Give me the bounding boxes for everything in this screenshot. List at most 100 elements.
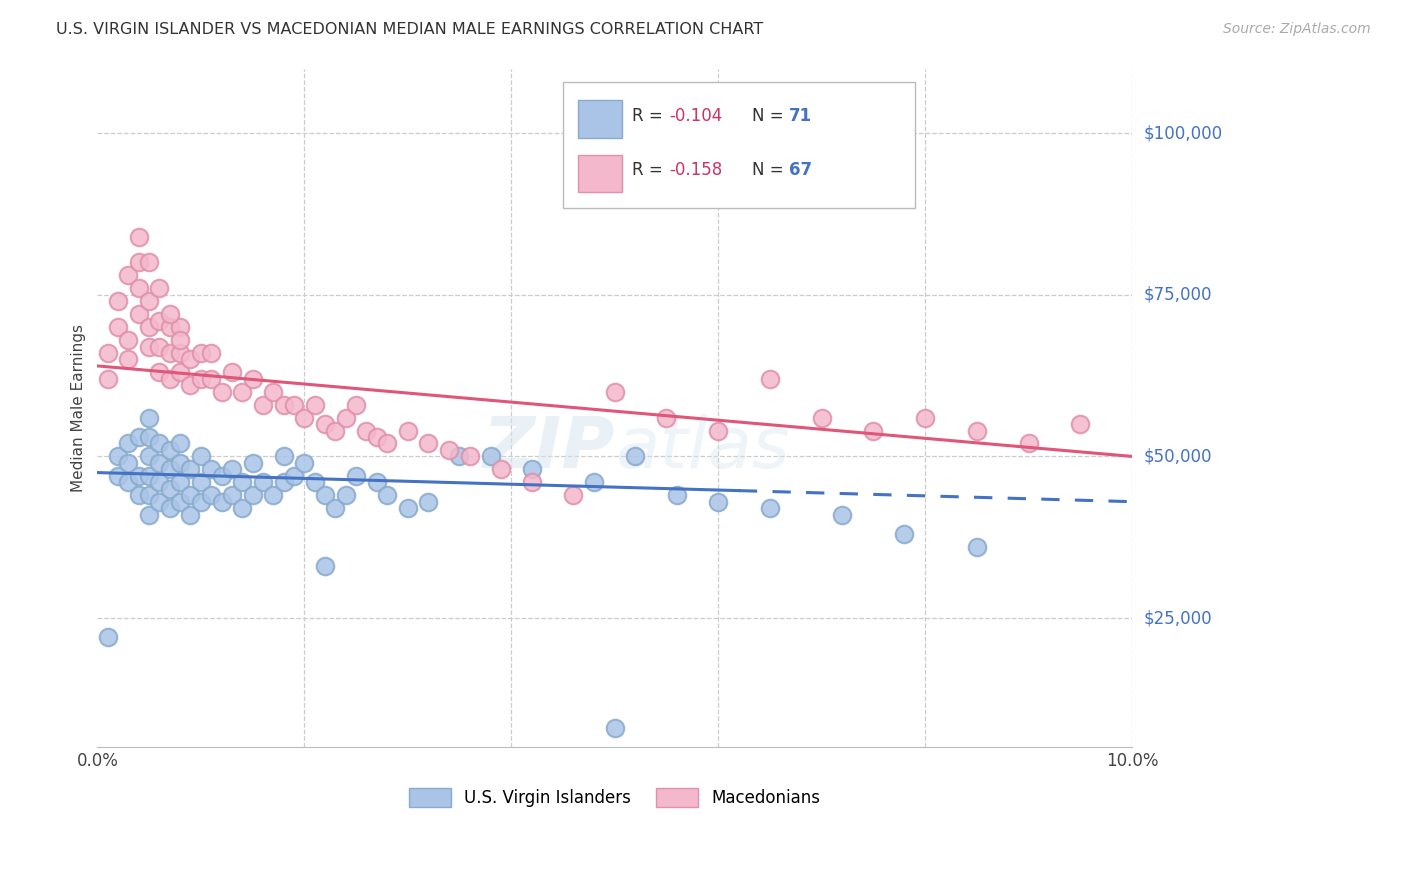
Point xyxy=(169,436,191,450)
Text: -0.158: -0.158 xyxy=(669,161,723,179)
Point xyxy=(314,488,336,502)
Point xyxy=(273,398,295,412)
Point xyxy=(396,501,419,516)
Point xyxy=(366,430,388,444)
Point xyxy=(458,450,481,464)
Point xyxy=(707,424,730,438)
Point xyxy=(283,468,305,483)
Point xyxy=(966,424,988,438)
Point xyxy=(273,450,295,464)
Point xyxy=(138,488,160,502)
Point xyxy=(759,501,782,516)
Point xyxy=(335,488,357,502)
Point xyxy=(159,372,181,386)
Point xyxy=(231,384,253,399)
Point xyxy=(138,430,160,444)
Point xyxy=(117,352,139,367)
Point xyxy=(314,417,336,431)
Point xyxy=(148,339,170,353)
Point xyxy=(179,462,201,476)
Point xyxy=(159,482,181,496)
Point xyxy=(335,410,357,425)
Point xyxy=(107,294,129,309)
Point xyxy=(366,475,388,490)
Point xyxy=(190,475,212,490)
Point xyxy=(211,384,233,399)
Point xyxy=(418,494,440,508)
Point xyxy=(179,352,201,367)
Point xyxy=(148,365,170,379)
Point xyxy=(138,508,160,522)
Text: 71: 71 xyxy=(789,107,811,125)
Point xyxy=(117,268,139,283)
Point xyxy=(211,468,233,483)
Point xyxy=(148,494,170,508)
Point xyxy=(190,372,212,386)
Point xyxy=(292,456,315,470)
Point xyxy=(107,468,129,483)
Point xyxy=(221,462,243,476)
Point xyxy=(262,488,284,502)
Point xyxy=(128,281,150,295)
Point xyxy=(231,501,253,516)
Point xyxy=(520,462,543,476)
Point xyxy=(97,631,120,645)
Text: $100,000: $100,000 xyxy=(1143,124,1222,142)
Point xyxy=(211,494,233,508)
Point xyxy=(479,450,502,464)
FancyBboxPatch shape xyxy=(578,154,621,192)
Point xyxy=(323,501,346,516)
Point xyxy=(418,436,440,450)
FancyBboxPatch shape xyxy=(562,82,915,208)
FancyBboxPatch shape xyxy=(578,101,621,137)
Point xyxy=(314,559,336,574)
Point xyxy=(344,398,367,412)
Point xyxy=(862,424,884,438)
Point xyxy=(489,462,512,476)
Point xyxy=(831,508,853,522)
Point xyxy=(169,365,191,379)
Text: R =: R = xyxy=(633,107,668,125)
Text: Source: ZipAtlas.com: Source: ZipAtlas.com xyxy=(1223,22,1371,37)
Point xyxy=(97,372,120,386)
Point xyxy=(242,372,264,386)
Text: atlas: atlas xyxy=(614,414,789,483)
Text: N =: N = xyxy=(752,107,789,125)
Point xyxy=(159,442,181,457)
Point xyxy=(169,475,191,490)
Point xyxy=(396,424,419,438)
Point xyxy=(169,456,191,470)
Point xyxy=(344,468,367,483)
Text: -0.104: -0.104 xyxy=(669,107,723,125)
Point xyxy=(148,281,170,295)
Point xyxy=(138,450,160,464)
Text: U.S. VIRGIN ISLANDER VS MACEDONIAN MEDIAN MALE EARNINGS CORRELATION CHART: U.S. VIRGIN ISLANDER VS MACEDONIAN MEDIA… xyxy=(56,22,763,37)
Point xyxy=(242,488,264,502)
Point xyxy=(707,494,730,508)
Point xyxy=(810,410,832,425)
Point xyxy=(117,456,139,470)
Point xyxy=(1069,417,1091,431)
Point xyxy=(169,333,191,347)
Point xyxy=(221,365,243,379)
Point xyxy=(323,424,346,438)
Point xyxy=(914,410,936,425)
Point xyxy=(437,442,460,457)
Point xyxy=(169,346,191,360)
Point xyxy=(117,333,139,347)
Point xyxy=(190,346,212,360)
Point xyxy=(148,456,170,470)
Point xyxy=(375,436,398,450)
Point xyxy=(117,475,139,490)
Point xyxy=(169,320,191,334)
Text: $75,000: $75,000 xyxy=(1143,285,1212,304)
Point xyxy=(190,450,212,464)
Point xyxy=(252,475,274,490)
Point xyxy=(200,372,222,386)
Point xyxy=(200,462,222,476)
Point xyxy=(169,494,191,508)
Point xyxy=(138,468,160,483)
Text: ZIP: ZIP xyxy=(482,414,614,483)
Point xyxy=(624,450,647,464)
Point xyxy=(292,410,315,425)
